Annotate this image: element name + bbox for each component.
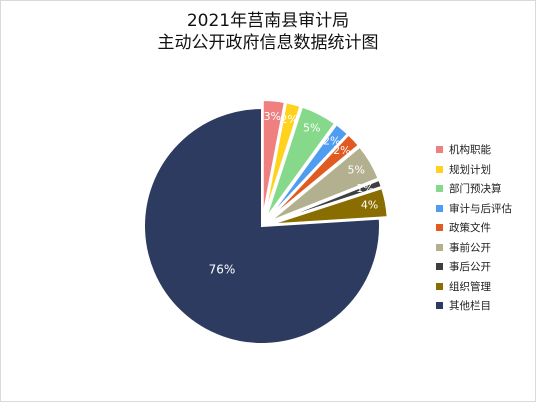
legend-label: 部门预决算 — [449, 183, 502, 196]
legend-swatch — [436, 282, 443, 290]
data-label: 5% — [303, 121, 320, 134]
legend-swatch — [436, 185, 443, 193]
legend: 机构职能规划计划部门预决算审计与后评估 政策文件事前公开事后公开组织管理其他栏目 — [436, 140, 512, 316]
legend-label: 审计与后评估 — [449, 202, 512, 215]
chart-title: 2021年莒南县审计局 主动公开政府信息数据统计图 — [0, 10, 536, 54]
pie-slice — [263, 101, 302, 219]
pie-slice — [143, 106, 381, 345]
data-label: 76% — [209, 263, 236, 277]
legend-label: 政策文件 — [449, 222, 491, 235]
pie-slice — [268, 145, 380, 223]
data-label: 2% — [323, 135, 340, 148]
chart-title-line1: 2021年莒南县审计局 — [186, 11, 350, 31]
pie-slice — [269, 186, 389, 226]
legend-label: 其他栏目 — [449, 300, 491, 313]
legend-item: 规划计划 — [436, 160, 512, 180]
legend-item: 事后公开 — [436, 257, 512, 277]
legend-item: 事前公开 — [436, 238, 512, 258]
pie-slice — [261, 99, 287, 219]
legend-label: 事前公开 — [449, 241, 491, 254]
legend-item: 政策文件 — [436, 218, 512, 238]
legend-swatch — [436, 224, 443, 232]
legend-item: 机构职能 — [436, 140, 512, 160]
legend-label: 规划计划 — [449, 163, 491, 176]
legend-label: 组织管理 — [449, 280, 491, 293]
legend-item: 其他栏目 — [436, 296, 512, 316]
legend-label: 机构职能 — [449, 144, 491, 157]
legend-swatch — [436, 204, 443, 212]
chart-title-line2: 主动公开政府信息数据统计图 — [157, 33, 379, 53]
pie-slice — [269, 178, 384, 225]
legend-item: 部门预决算 — [436, 179, 512, 199]
legend-swatch — [436, 243, 443, 251]
data-label: 2% — [281, 113, 298, 126]
data-label: 2% — [333, 144, 350, 157]
legend-swatch — [436, 302, 443, 310]
data-label: 5% — [348, 163, 365, 176]
pie-slice — [264, 105, 337, 220]
data-label: 3% — [264, 110, 281, 123]
legend-item: 组织管理 — [436, 277, 512, 297]
pie-slice — [267, 133, 361, 222]
legend-swatch — [436, 146, 443, 154]
pie-slice — [266, 122, 350, 221]
legend-item: 审计与后评估 — [436, 199, 512, 219]
data-label: 4% — [361, 198, 378, 211]
legend-swatch — [436, 263, 443, 271]
legend-label: 事后公开 — [449, 261, 491, 274]
legend-swatch — [436, 165, 443, 173]
